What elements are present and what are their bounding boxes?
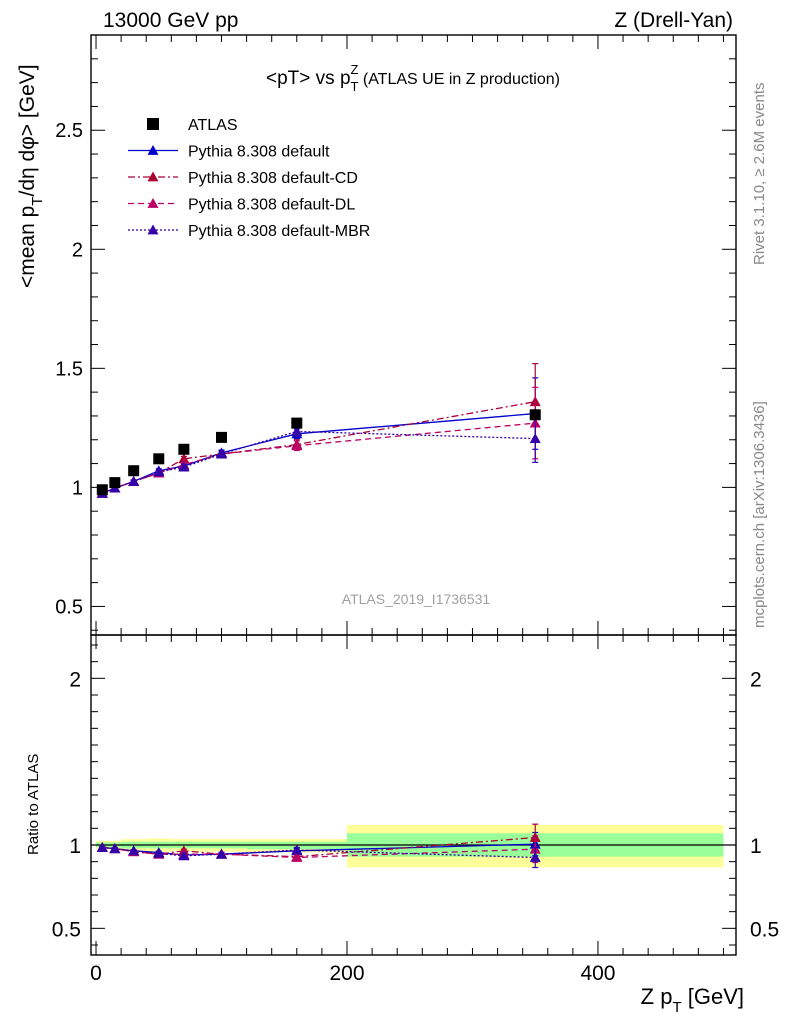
legend-label: Pythia 8.308 default-DL: [188, 197, 355, 214]
series-pythia-8-308-default-dl: [96, 386, 541, 498]
series-line: [102, 412, 536, 494]
data-point: [153, 847, 165, 858]
y-tick-label: 2: [72, 239, 83, 261]
data-point: [109, 843, 121, 854]
series-pythia-8-308-default-cd: [96, 362, 541, 498]
ratio-y-tick-label: 2: [69, 668, 81, 691]
ratio-y-tick-label-right: 1: [750, 835, 762, 858]
data-point: [178, 461, 190, 472]
legend-entry: Pythia 8.308 default-MBR: [128, 223, 370, 240]
ratio-plot-panel: 0.5 0.5 1 1 2 2 0 200 400 Ratio to ATLAS Z pT [G…: [25, 634, 779, 1016]
process-label: Z (Drell-Yan): [614, 9, 733, 32]
x-axis-label: Z pT [GeV]: [641, 984, 744, 1016]
mcplots-reference-label: mcplots.cern.ch [arXiv:1306.3436]: [751, 401, 768, 628]
analysis-label: ATLAS_2019_I1736531: [342, 591, 491, 607]
ratio-series-pythia-8-308-default-mbr: [96, 842, 541, 869]
data-point: [178, 453, 190, 464]
ratio-axis-ticks: [91, 635, 736, 955]
data-point: [109, 477, 121, 489]
data-point: [216, 431, 228, 443]
x-tick-label: 0: [90, 962, 102, 985]
ratio-y-axis-label: Ratio to ATLAS: [25, 754, 42, 855]
ratio-series-group: [96, 823, 541, 869]
beam-energy-label: 13000 GeV pp: [103, 9, 238, 32]
series-line: [102, 846, 536, 859]
legend-label: Pythia 8.308 default-CD: [188, 170, 358, 187]
ratio-y-tick-label-right: 0.5: [750, 918, 779, 941]
data-point: [291, 852, 303, 862]
data-point: [128, 475, 140, 486]
data-point: [529, 409, 541, 421]
legend-entry: Pythia 8.308 default: [128, 144, 330, 161]
legend-entry: Pythia 8.308 default-DL: [128, 197, 355, 214]
legend-marker: [147, 198, 159, 208]
data-point: [96, 842, 108, 852]
legend-entry: Pythia 8.308 default-CD: [128, 170, 358, 187]
ratio-uncertainty-bands: [96, 825, 724, 868]
data-point: [153, 466, 165, 477]
legend-marker: [147, 145, 159, 155]
y-tick-label: 1: [72, 477, 83, 499]
legend-label: ATLAS: [188, 117, 238, 134]
legend-marker: [147, 224, 159, 235]
ratio-y-tick-label: 0.5: [52, 918, 81, 941]
series-line: [102, 401, 536, 494]
legend-label: Pythia 8.308 default-MBR: [188, 223, 370, 240]
data-point: [128, 465, 140, 477]
main-series-group: [96, 362, 541, 498]
y-tick-label: 2.5: [55, 120, 83, 142]
data-point: [96, 484, 108, 496]
plot-title: <pT> vs pTZ (ATLAS UE in Z production): [266, 62, 560, 94]
ratio-y-tick-label-right: 2: [750, 668, 762, 691]
legend-marker: [147, 171, 159, 182]
main-axis-ticks: [91, 35, 736, 635]
data-point: [529, 852, 541, 862]
ratio-y-tick-label: 1: [69, 835, 81, 858]
main-plot-panel: 0.5 1 1.5 2 2.5 <pT> vs pTZ (ATLAS UE in Z p…: [16, 34, 737, 636]
legend: ATLAS Pythia 8.308 default Pythia 8.308 de…: [128, 117, 370, 240]
series-pythia-8-308-default: [96, 377, 541, 498]
legend-label: Pythia 8.308 default: [188, 144, 330, 161]
main-y-axis-label: <mean pT/dη dφ> [GeV]: [16, 64, 46, 288]
data-point: [153, 453, 165, 465]
ratio-tick-labels: 0.5 0.5 1 1 2 2 0 200 400: [52, 668, 779, 985]
data-point: [291, 417, 303, 429]
legend-entry: ATLAS: [147, 117, 238, 134]
ratio-plot-frame: [90, 634, 737, 956]
data-point: [291, 844, 303, 855]
data-point: [216, 848, 228, 859]
data-point: [178, 850, 190, 861]
rivet-version-label: Rivet 3.1.10, ≥ 2.6M events: [751, 83, 768, 266]
data-point: [529, 433, 541, 443]
y-tick-label: 0.5: [55, 596, 83, 618]
main-y-tick-labels: 0.5 1 1.5 2 2.5: [55, 120, 83, 618]
data-point: [291, 440, 303, 451]
legend-marker: [147, 118, 159, 130]
series-atlas: [96, 409, 541, 496]
y-tick-label: 1.5: [55, 358, 83, 380]
data-point: [216, 448, 228, 459]
data-point: [178, 443, 190, 455]
x-tick-label: 400: [580, 962, 615, 985]
series-line: [102, 422, 536, 494]
data-point: [291, 425, 303, 436]
x-tick-label: 200: [329, 962, 364, 985]
data-point: [128, 845, 140, 856]
